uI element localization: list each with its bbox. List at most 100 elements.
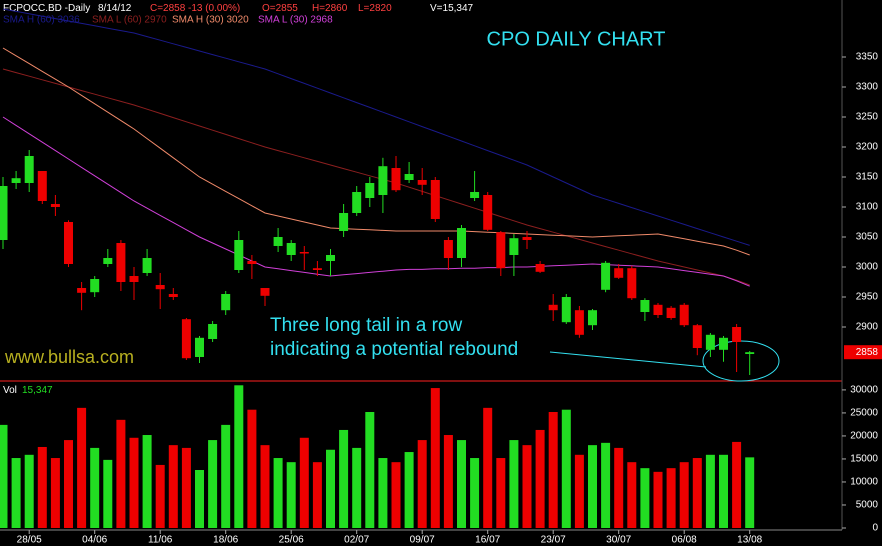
y-tick-label: 20000: [850, 431, 878, 442]
volume-bar: [745, 457, 755, 528]
volume-bar: [548, 412, 558, 528]
volume-bar: [181, 447, 191, 528]
candle-body: [391, 168, 401, 191]
candle-body: [522, 237, 532, 240]
sma-line: [2, 8, 750, 246]
candle-body: [326, 255, 335, 261]
y-tick-label: 15000: [850, 454, 878, 465]
candle-body: [679, 304, 689, 326]
volume-bar: [37, 446, 47, 528]
volume-bar: [483, 407, 493, 528]
candle-body: [273, 237, 283, 246]
volume-bar: [627, 462, 637, 528]
x-tick-label: 16/07: [475, 535, 500, 546]
candle-body: [221, 294, 231, 311]
candle-body: [129, 276, 139, 282]
annotation-arrow: [549, 351, 707, 368]
volume-bar: [352, 447, 362, 528]
candle-body: [234, 240, 244, 270]
annotation: indicating a potential rebound: [270, 339, 518, 360]
candle-body: [574, 310, 584, 335]
volume-bar: [0, 424, 8, 528]
x-tick-label: 28/05: [17, 535, 42, 546]
volume-bar: [417, 440, 427, 528]
legend-entry: SMA L (60) 2970: [92, 15, 167, 26]
volume-bar: [391, 462, 401, 528]
candle-body: [365, 183, 375, 198]
candle-body: [666, 307, 676, 318]
header-volume: V=15,347: [430, 3, 474, 14]
candle-body: [430, 180, 440, 219]
candle-body: [705, 334, 715, 350]
x-tick-label: 13/08: [737, 535, 762, 546]
volume-bar: [286, 462, 296, 528]
volume-last: 15,347: [22, 385, 53, 396]
volume-bar: [24, 454, 34, 528]
volume-bar: [168, 445, 178, 528]
header-symbol: FCPOCC.BD -Daily: [3, 3, 90, 14]
legend-entry: SMA H (30) 3020: [172, 15, 249, 26]
header-high: H=2860: [312, 3, 348, 14]
y-tick-label: 10000: [850, 477, 878, 488]
volume-bar: [64, 440, 73, 528]
header-open: O=2855: [262, 3, 298, 14]
volume-bar: [705, 454, 715, 528]
sma-line: [2, 47, 750, 256]
candle-body: [732, 327, 742, 342]
watermark: www.bullsa.com: [4, 347, 134, 367]
candle-body: [719, 337, 728, 350]
candle-body: [37, 171, 47, 201]
volume-bar: [247, 409, 257, 528]
volume-bar: [339, 429, 349, 528]
last-price-box: [844, 345, 882, 360]
header-date: 8/14/12: [98, 3, 132, 14]
x-tick-label: 04/06: [82, 535, 107, 546]
volume-bar: [522, 445, 532, 528]
y-tick-label: 2950: [856, 292, 879, 303]
volume-bar: [50, 458, 60, 528]
volume-bar: [208, 440, 218, 528]
x-tick-label: 30/07: [606, 535, 631, 546]
candle-body: [286, 243, 296, 255]
volume-bar: [155, 464, 165, 528]
header: FCPOCC.BD -Daily 8/14/12 C=2858 -13 (0.0…: [3, 3, 474, 14]
candle-body: [24, 156, 34, 183]
legend-entry: SMA H (60) 3036: [3, 15, 80, 26]
y-tick-label: 3100: [856, 202, 879, 213]
candle-body: [653, 304, 663, 315]
volume-bar: [116, 419, 126, 528]
candle-body: [614, 268, 624, 278]
candle-body: [457, 228, 466, 258]
volume-bar: [103, 459, 113, 528]
volume-bar: [77, 407, 87, 528]
volume-bar: [719, 454, 728, 528]
candle-body: [142, 258, 152, 273]
volume-bar: [326, 449, 335, 528]
candle-body: [535, 264, 545, 272]
candle-body: [470, 192, 480, 198]
volume-bar: [601, 442, 611, 528]
volume-bar: [535, 429, 545, 528]
volume-title: Vol: [3, 385, 17, 396]
y-tick-label: 3200: [856, 142, 879, 153]
candle-body: [443, 240, 453, 258]
volume-bar: [457, 440, 466, 528]
volume-bar: [90, 447, 100, 528]
chart-title: CPO DAILY CHART: [487, 28, 666, 50]
volume-bar: [614, 447, 624, 528]
candle-body: [378, 166, 388, 195]
candle-body: [11, 178, 21, 183]
volume-bar: [273, 458, 283, 528]
volume-bar: [588, 445, 597, 528]
header-change: -13 (0.00%): [188, 3, 240, 14]
candle-body: [299, 252, 309, 254]
candle-body: [404, 174, 414, 180]
candle-body: [627, 268, 637, 299]
y-tick-label: 25000: [850, 408, 878, 419]
candle-body: [208, 324, 218, 339]
candle-body: [195, 337, 204, 357]
volume-bar: [221, 424, 231, 528]
candle-body: [64, 222, 73, 264]
volume-bar: [679, 462, 689, 528]
volume-bar: [260, 445, 270, 528]
